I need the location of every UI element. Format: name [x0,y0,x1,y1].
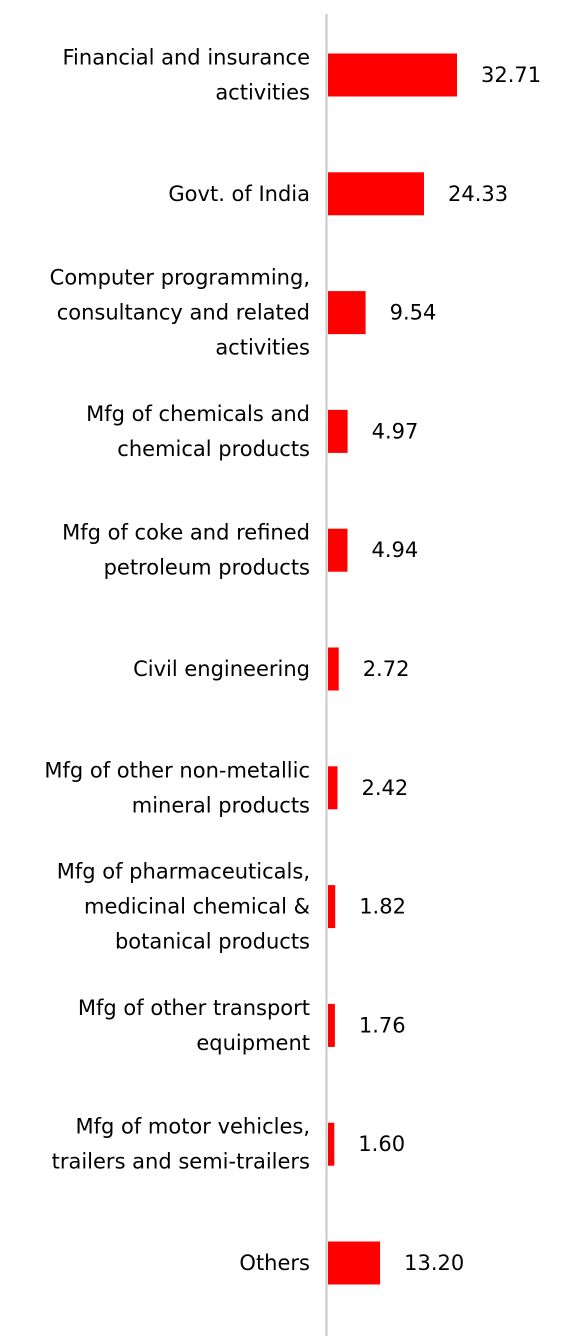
category-label-line: Computer programming, [50,266,310,290]
value-label: 2.42 [362,776,409,800]
value-label: 9.54 [390,301,437,325]
bar [328,53,457,97]
value-labels: 32.71 24.33 9.54 4.97 4.94 2.72 2.42 1.82 1.76 1.… [358,63,541,1275]
category-label: Computer programming, consultancy and rel… [50,266,310,360]
category-label-line: Civil engineering [133,657,310,681]
category-label: Mfg of pharmaceuticals, medicinal chemica… [57,860,310,954]
category-label: Civil engineering [133,657,310,681]
bar [328,409,348,453]
category-label: Mfg of chemicals and chemical products [86,402,310,461]
category-label-line: medicinal chemical & [84,895,310,919]
category-label: Others [239,1251,310,1275]
value-label: 4.94 [372,538,419,562]
category-labels: Financial and insurance activities Govt. o… [44,46,310,1276]
category-label-line: botanical products [115,930,310,954]
category-label-line: Financial and insurance [63,46,311,70]
category-label: Mfg of other non-metallic mineral product… [44,758,310,817]
value-label: 1.76 [359,1013,406,1037]
category-label-line: Mfg of motor vehicles, [75,1115,310,1139]
bar [328,172,424,216]
category-label-line: equipment [196,1031,310,1055]
category-label-line: trailers and semi-trailers [52,1150,310,1174]
category-label-line: Mfg of pharmaceuticals, [57,860,310,884]
bar [328,291,366,335]
value-label: 32.71 [481,63,541,87]
category-label-line: chemical products [117,437,310,461]
category-label: Mfg of coke and refined petroleum product… [62,521,310,580]
category-label-line: activities [215,81,310,105]
category-label-line: Others [239,1251,310,1275]
bar [328,1122,335,1166]
value-label: 4.97 [372,419,419,443]
bar [328,528,348,572]
value-label: 13.20 [404,1251,464,1275]
bars [328,53,457,1285]
category-label: Mfg of motor vehicles, trailers and semi-… [52,1115,310,1174]
bar [328,647,339,691]
bar [328,766,338,810]
category-label-line: Mfg of coke and refined [62,521,310,545]
category-label: Financial and insurance activities [63,46,311,105]
category-label-line: consultancy and related [57,301,310,325]
category-label: Mfg of other transport equipment [78,996,310,1055]
bar [328,1003,335,1047]
value-label: 2.72 [363,657,410,681]
value-label: 1.60 [358,1132,405,1156]
bar [328,885,336,929]
category-label-line: petroleum products [104,556,310,580]
category-label-line: Mfg of other transport [78,996,310,1020]
category-label-line: Mfg of other non-metallic [44,758,310,782]
value-label: 24.33 [448,182,508,206]
category-label-line: Mfg of chemicals and [86,402,310,426]
value-label: 1.82 [359,895,406,919]
bar [328,1241,381,1285]
category-label-line: activities [215,336,310,360]
category-label-line: Govt. of India [168,182,310,206]
category-label-line: mineral products [132,793,310,817]
category-label: Govt. of India [168,182,310,206]
